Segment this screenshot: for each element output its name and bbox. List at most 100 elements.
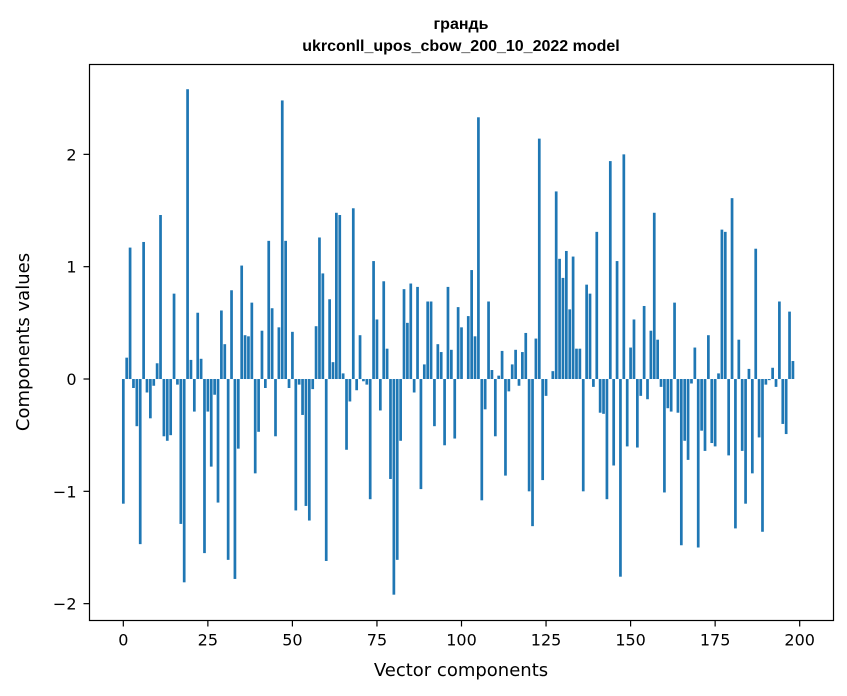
bar-62 xyxy=(331,362,335,380)
bar-30 xyxy=(223,344,227,379)
bar-61 xyxy=(328,299,331,380)
chart-subtitle: ukrconll_upos_cbow_200_10_2022 model xyxy=(302,38,619,55)
bar-102 xyxy=(466,316,470,379)
bar-124 xyxy=(541,379,545,481)
bar-34 xyxy=(236,379,240,449)
y-tick-label: 2 xyxy=(66,145,76,164)
bar-163 xyxy=(673,302,676,380)
bar-125 xyxy=(544,379,548,396)
bar-66 xyxy=(345,379,348,450)
bar-174 xyxy=(710,379,714,444)
bar-43 xyxy=(267,240,271,380)
bar-68 xyxy=(351,208,355,379)
bar-71 xyxy=(362,379,365,382)
bar-128 xyxy=(554,191,558,380)
bar-192 xyxy=(771,367,774,379)
bar-18 xyxy=(182,379,186,583)
bar-23 xyxy=(199,358,203,380)
bar-154 xyxy=(642,305,646,379)
bar-165 xyxy=(679,379,683,546)
y-axis-label: Components values xyxy=(13,253,34,431)
bar-20 xyxy=(189,359,193,379)
bar-9 xyxy=(152,379,156,386)
bar-190 xyxy=(764,379,768,385)
bar-80 xyxy=(392,379,396,595)
bar-24 xyxy=(203,379,206,554)
bar-151 xyxy=(632,319,636,379)
bar-118 xyxy=(521,352,524,380)
bar-41 xyxy=(260,330,264,380)
bar-32 xyxy=(230,290,233,380)
bar-133 xyxy=(571,256,575,379)
bar-172 xyxy=(703,379,707,451)
bar-95 xyxy=(443,379,446,446)
bar-146 xyxy=(615,261,619,380)
bar-194 xyxy=(778,301,781,379)
bar-116 xyxy=(514,349,517,379)
y-tick-label: −2 xyxy=(53,595,77,614)
bar-120 xyxy=(527,379,531,492)
bar-36 xyxy=(243,335,247,380)
bar-115 xyxy=(510,364,514,379)
bar-122 xyxy=(534,338,538,380)
bar-175 xyxy=(713,379,717,447)
bar-72 xyxy=(365,379,369,385)
bar-79 xyxy=(389,379,392,479)
bar-14 xyxy=(169,379,173,436)
bar-139 xyxy=(592,379,595,387)
bar-158 xyxy=(656,339,659,379)
bar-108 xyxy=(487,301,490,379)
bar-69 xyxy=(355,379,359,391)
bar-65 xyxy=(341,373,345,380)
bar-19 xyxy=(186,89,189,380)
bar-177 xyxy=(720,229,724,380)
bar-132 xyxy=(568,309,572,379)
bar-60 xyxy=(324,379,328,561)
bar-103 xyxy=(470,270,473,379)
bar-121 xyxy=(531,379,534,527)
bar-87 xyxy=(416,286,419,380)
x-axis-ticks: 0 25 50 75 100 125 150 175 200 xyxy=(118,620,815,650)
bar-7 xyxy=(145,379,149,393)
bar-131 xyxy=(564,250,568,380)
bar-127 xyxy=(551,371,555,379)
bar-106 xyxy=(480,379,484,501)
bar-5 xyxy=(138,379,142,545)
bar-82 xyxy=(399,379,402,441)
bar-92 xyxy=(433,379,436,427)
bar-45 xyxy=(274,379,277,437)
bar-105 xyxy=(477,117,480,379)
x-tick-label: 200 xyxy=(784,631,815,650)
bar-28 xyxy=(216,379,220,503)
bar-179 xyxy=(727,379,731,456)
bar-164 xyxy=(676,379,680,413)
bar-147 xyxy=(619,379,622,577)
bar-38 xyxy=(250,302,254,380)
bar-50 xyxy=(291,331,294,380)
bar-198 xyxy=(791,361,795,379)
bar-15 xyxy=(172,293,176,380)
bar-195 xyxy=(781,379,785,424)
bar-107 xyxy=(483,379,487,410)
bar-76 xyxy=(378,379,382,411)
bar-157 xyxy=(652,212,656,380)
bar-184 xyxy=(744,379,747,504)
bar-59 xyxy=(321,273,325,379)
bar-135 xyxy=(578,348,582,380)
x-tick-label: 125 xyxy=(531,631,562,650)
bar-47 xyxy=(280,100,284,379)
bar-93 xyxy=(436,344,440,379)
bar-96 xyxy=(446,286,450,380)
bar-2 xyxy=(128,247,132,380)
x-axis-label: Vector components xyxy=(374,660,548,681)
bar-117 xyxy=(517,379,521,386)
bar-85 xyxy=(409,283,413,379)
bar-52 xyxy=(297,379,301,385)
bar-10 xyxy=(155,363,159,380)
bar-168 xyxy=(690,379,693,384)
x-tick-label: 25 xyxy=(198,631,218,650)
bar-181 xyxy=(734,379,737,529)
bar-46 xyxy=(277,327,281,380)
bar-73 xyxy=(368,379,372,500)
bar-63 xyxy=(335,212,338,380)
